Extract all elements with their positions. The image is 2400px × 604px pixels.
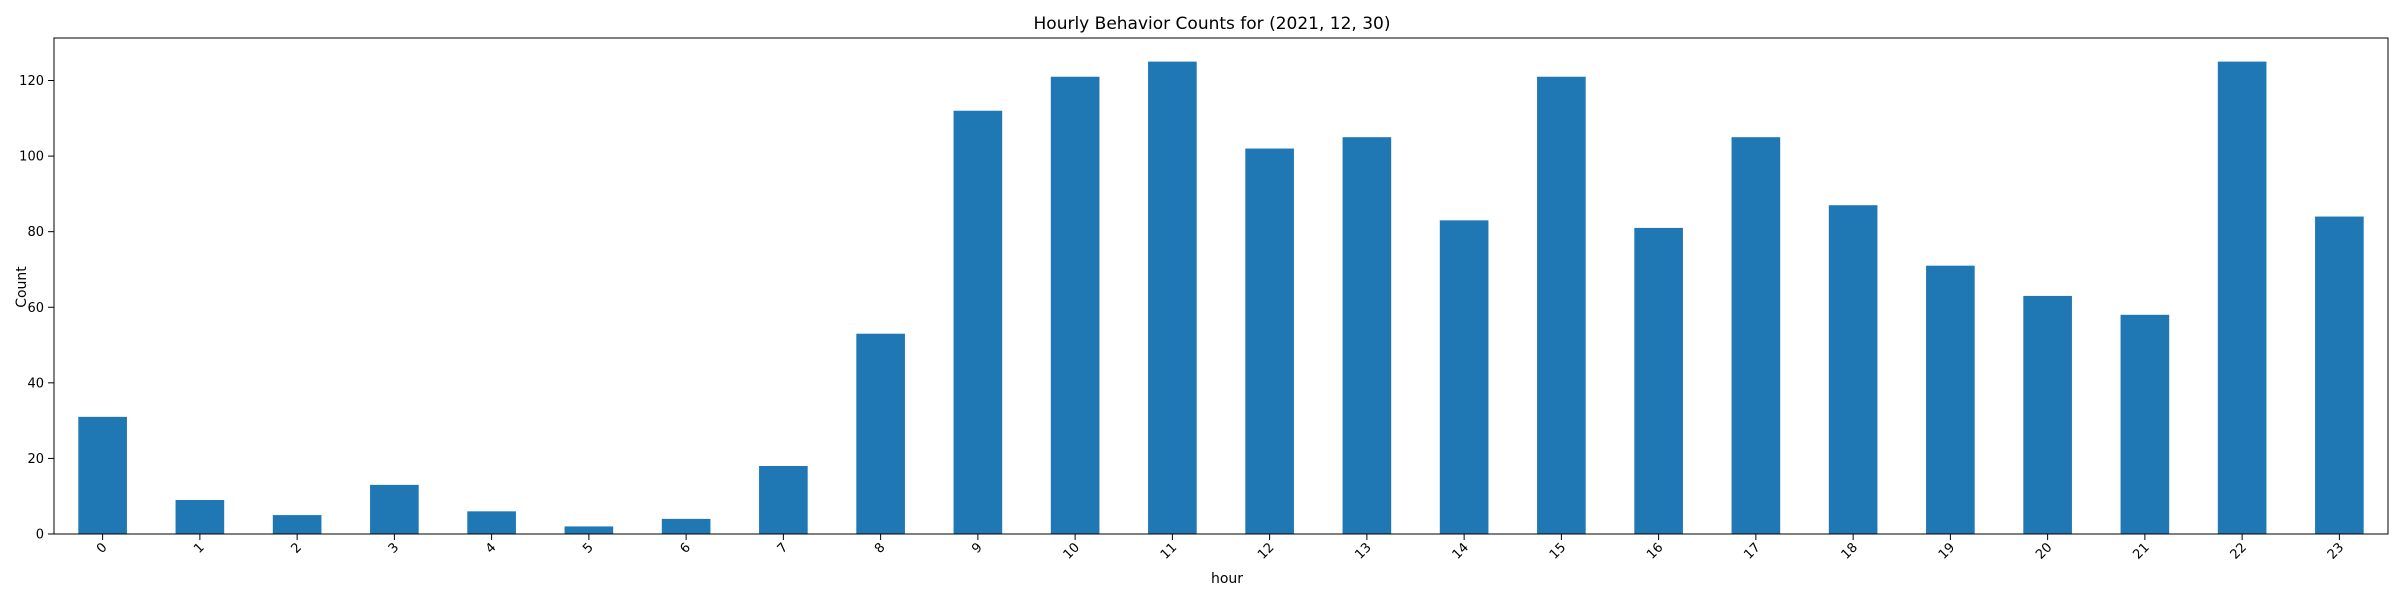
bar-hour-11 <box>1148 61 1197 535</box>
y-tick-label: 100 <box>19 150 44 165</box>
bars <box>78 61 2364 535</box>
x-tick-label: 22 <box>2228 540 2250 562</box>
bar-hour-7 <box>759 465 808 534</box>
bar-hour-15 <box>1537 76 1586 535</box>
bar-hour-22 <box>2217 61 2267 535</box>
x-tick-label: 6 <box>677 540 693 556</box>
x-tick-label: 9 <box>969 540 985 556</box>
x-tick-label: 4 <box>483 540 499 556</box>
x-tick-label: 8 <box>872 540 888 556</box>
x-tick-label: 15 <box>1547 540 1569 562</box>
bar-hour-20 <box>2023 295 2072 534</box>
x-tick-label: 11 <box>1158 540 1180 562</box>
bar-hour-12 <box>1245 148 1294 535</box>
y-axis-label: Count <box>14 266 30 308</box>
x-tick-label: 3 <box>386 540 402 556</box>
y-tick-label: 120 <box>19 74 44 89</box>
x-tick-label: 23 <box>2325 540 2347 562</box>
x-tick-label: 19 <box>1936 540 1958 562</box>
x-tick-label: 12 <box>1255 540 1277 562</box>
y-tick-label: 60 <box>27 301 44 316</box>
x-tick-label: 10 <box>1061 540 1083 562</box>
bar-hour-14 <box>1439 220 1489 534</box>
bar-hour-3 <box>370 484 419 534</box>
x-tick-label: 0 <box>94 540 110 556</box>
bar-hour-6 <box>661 518 711 534</box>
bar-hour-1 <box>175 499 225 534</box>
y-tick-label: 40 <box>27 376 44 391</box>
x-axis-label: hour <box>1211 571 1243 587</box>
x-tick-label: 16 <box>1644 540 1666 562</box>
bar-hour-13 <box>1342 137 1392 534</box>
x-tick-label: 5 <box>580 540 596 556</box>
plot-frame <box>53 37 2389 535</box>
x-tick-label: 17 <box>1741 540 1763 562</box>
x-tick-label: 21 <box>2130 540 2152 562</box>
bar-hour-2 <box>272 515 322 534</box>
bar-hour-4 <box>467 511 516 534</box>
bar-hour-10 <box>1050 76 1100 535</box>
bar-hour-9 <box>953 110 1003 534</box>
x-tick-label: 7 <box>775 540 791 556</box>
x-tick-label: 20 <box>2033 540 2055 562</box>
x-tick-label: 2 <box>288 540 304 556</box>
x-tick-label: 13 <box>1352 540 1374 562</box>
bar-hour-16 <box>1634 227 1683 534</box>
x-tick-label: 18 <box>1839 540 1861 562</box>
bar-hour-8 <box>856 333 905 534</box>
bar-hour-0 <box>78 416 127 534</box>
y-tick-label: 20 <box>27 452 44 467</box>
bar-hour-23 <box>2315 216 2364 534</box>
bar-hour-5 <box>564 526 614 534</box>
bar-hour-21 <box>2120 314 2170 534</box>
y-tick-label: 80 <box>27 225 44 240</box>
axes <box>53 37 2389 535</box>
bar-hour-17 <box>1731 137 1781 534</box>
bar-hour-19 <box>1926 265 1975 534</box>
x-tick-label: 14 <box>1450 540 1472 562</box>
x-tick-label: 1 <box>191 540 207 556</box>
chart-title: Hourly Behavior Counts for (2021, 12, 30… <box>1034 14 1391 34</box>
bar-hour-18 <box>1828 205 1878 534</box>
y-tick-label: 0 <box>36 528 44 543</box>
